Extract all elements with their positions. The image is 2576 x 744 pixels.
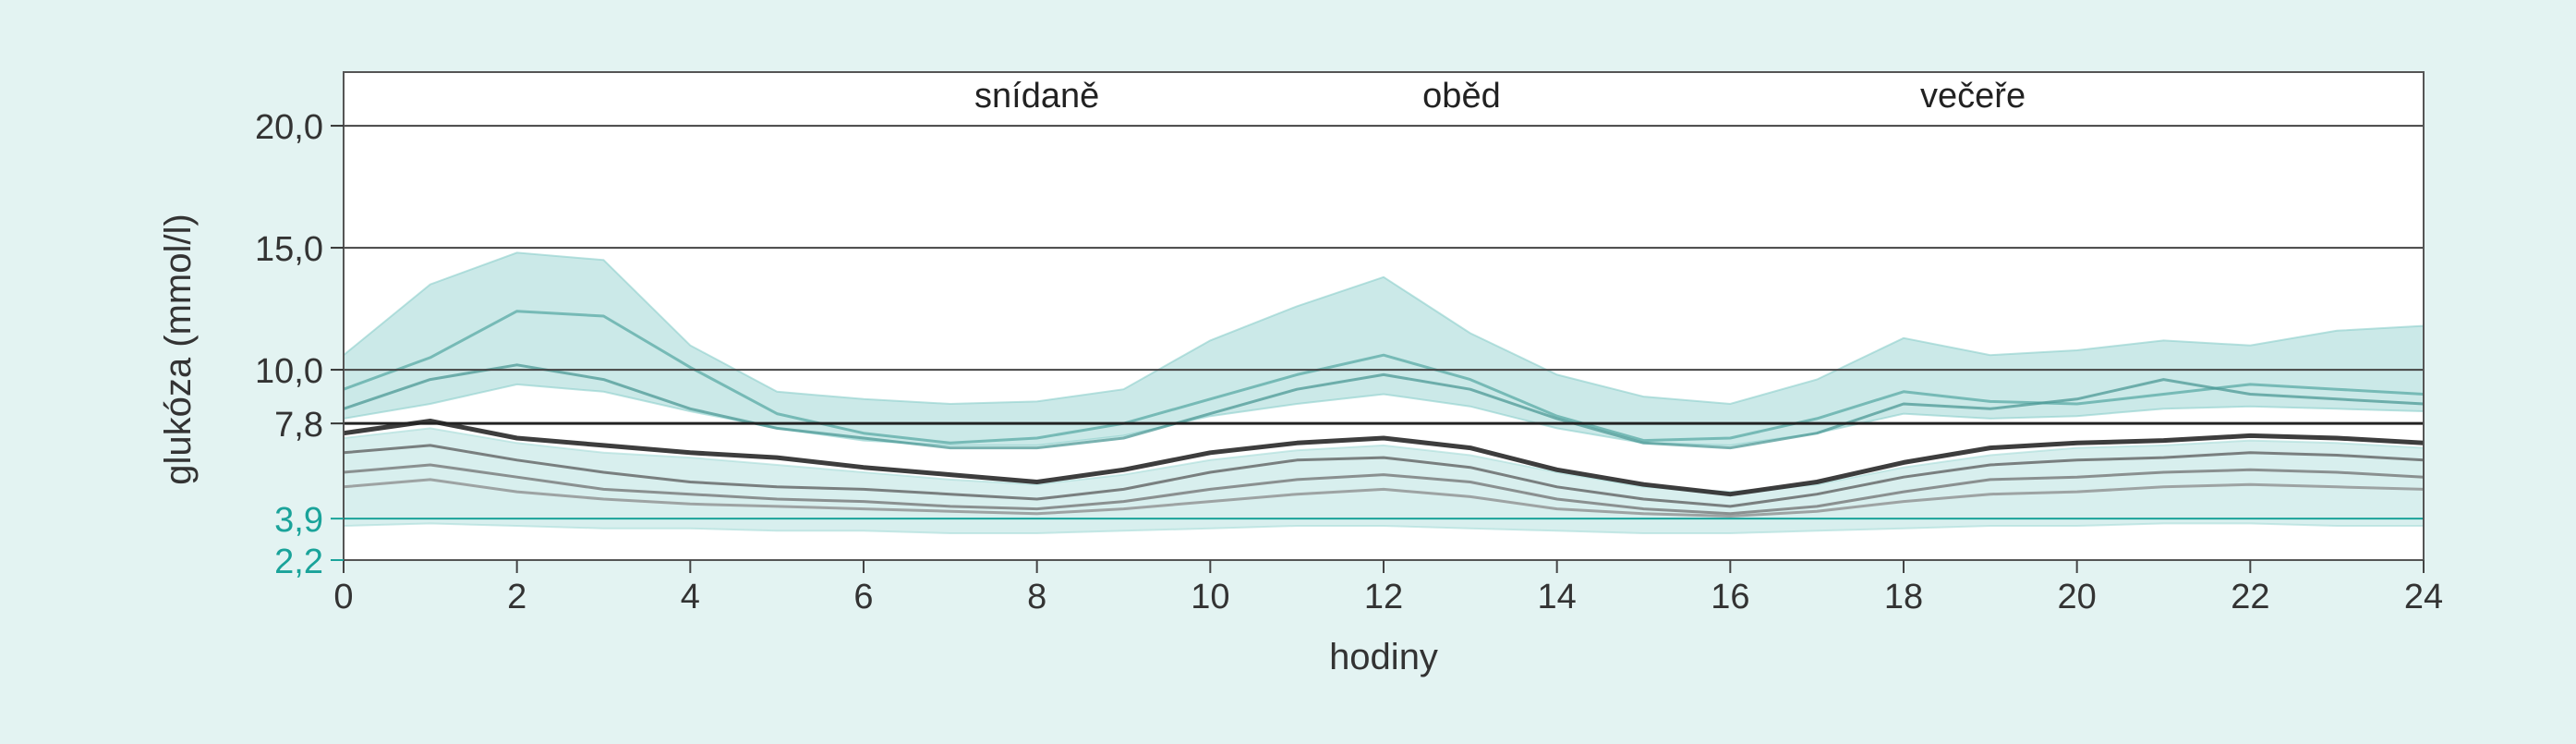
glucose-series-line [343,478,2425,518]
annotations-layer: snídaně oběd večeře [974,77,2026,116]
glucose-series-line [343,363,2425,450]
x-tick-label: 16 [1711,578,1749,616]
meal-annotation: snídaně [974,77,1099,116]
plot-area-background [344,72,2424,560]
glucose-series-line [343,463,2425,516]
x-tick-label: 2 [507,578,526,616]
y-tick-label: 20,0 [255,108,323,147]
x-tick-label: 22 [2231,578,2269,616]
meal-annotation: večeře [1920,77,2026,116]
x-axis-label: hodiny [1329,637,1438,677]
y-axis-label: glukóza (mmol/l) [158,213,199,484]
y-tick-label: 15,0 [255,230,323,269]
series-layer [343,310,2425,518]
y-tick-label: 3,9 [274,501,323,540]
x-tick-label: 18 [1884,578,1923,616]
axes-layer: 0 2 4 6 8 10 12 14 16 18 20 22 242,23,97,810,015,020… [255,71,2443,616]
y-tick-label: 2,2 [274,543,323,581]
glucose-series-line [343,310,2425,445]
x-tick-label: 14 [1538,578,1577,616]
x-tick-label: 0 [333,578,353,616]
meal-annotation: oběd [1422,77,1501,116]
y-tick-label: 7,8 [274,406,323,445]
x-tick-label: 20 [2058,578,2097,616]
x-tick-label: 24 [2404,578,2443,616]
y-tick-label: 10,0 [255,352,323,391]
x-tick-label: 12 [1364,578,1403,616]
glucose-series-line [343,444,2425,508]
x-tick-label: 4 [681,578,700,616]
x-tick-label: 8 [1027,578,1046,616]
reference-lines-layer [344,125,2424,520]
x-tick-label: 10 [1191,578,1229,616]
x-tick-label: 6 [853,578,873,616]
glucose-series-line [343,419,2425,497]
